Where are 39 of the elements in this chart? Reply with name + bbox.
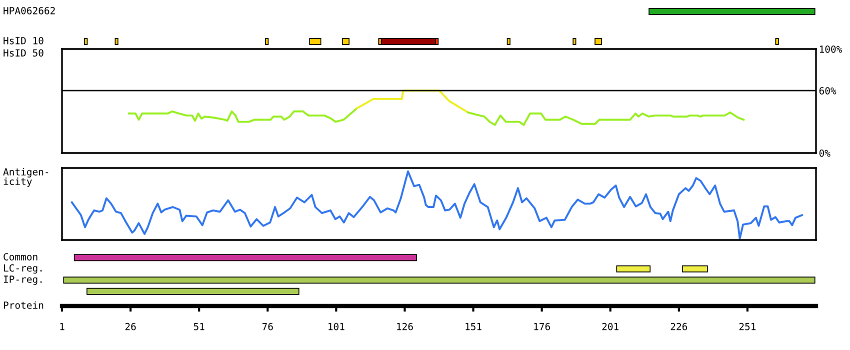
x-tick-label: 51 xyxy=(194,323,204,330)
bar xyxy=(506,38,510,45)
bar xyxy=(775,38,779,45)
bar xyxy=(682,265,708,272)
x-tick-label: 151 xyxy=(466,323,482,330)
bar xyxy=(86,288,300,295)
x-tick-label: 226 xyxy=(670,322,688,330)
y-tick-label: Common xyxy=(4,253,38,260)
y-tick-label: LC-reg. xyxy=(4,264,42,274)
x-tick-label: 251 xyxy=(739,322,756,330)
y-tick-label: 0% xyxy=(819,150,830,157)
bar xyxy=(265,38,269,45)
y-tick-label: IP-reg. xyxy=(4,276,42,285)
x-tick-label: 176 xyxy=(534,322,550,330)
y-axis-title: Antigen- icity xyxy=(3,168,48,187)
x-tick-label: 76 xyxy=(262,322,273,330)
line-series xyxy=(467,111,745,126)
bar xyxy=(342,38,350,45)
bar xyxy=(114,38,118,45)
bar xyxy=(381,38,436,45)
x-tick-label: 126 xyxy=(397,322,413,330)
x-axis-title: Protein xyxy=(4,301,44,309)
bar xyxy=(84,38,88,45)
bar xyxy=(63,276,816,284)
bar xyxy=(594,38,602,45)
bar xyxy=(309,38,322,45)
bar xyxy=(74,254,417,262)
y-axis-title: HsID 50 xyxy=(4,49,44,57)
y-tick-label: HPA062662 xyxy=(4,6,55,14)
y-tick-label: 100% xyxy=(820,46,842,53)
bar xyxy=(572,38,576,45)
x-tick-label: 1 xyxy=(60,323,64,330)
x-tick-label: 201 xyxy=(602,322,618,330)
x-tick-label: 26 xyxy=(125,322,136,330)
x-tick-label: 101 xyxy=(328,322,344,330)
line-series xyxy=(356,90,470,114)
line-series xyxy=(128,107,358,123)
y-tick-label: 60% xyxy=(819,87,836,94)
y-tick-label: HsID 10 xyxy=(4,36,44,44)
